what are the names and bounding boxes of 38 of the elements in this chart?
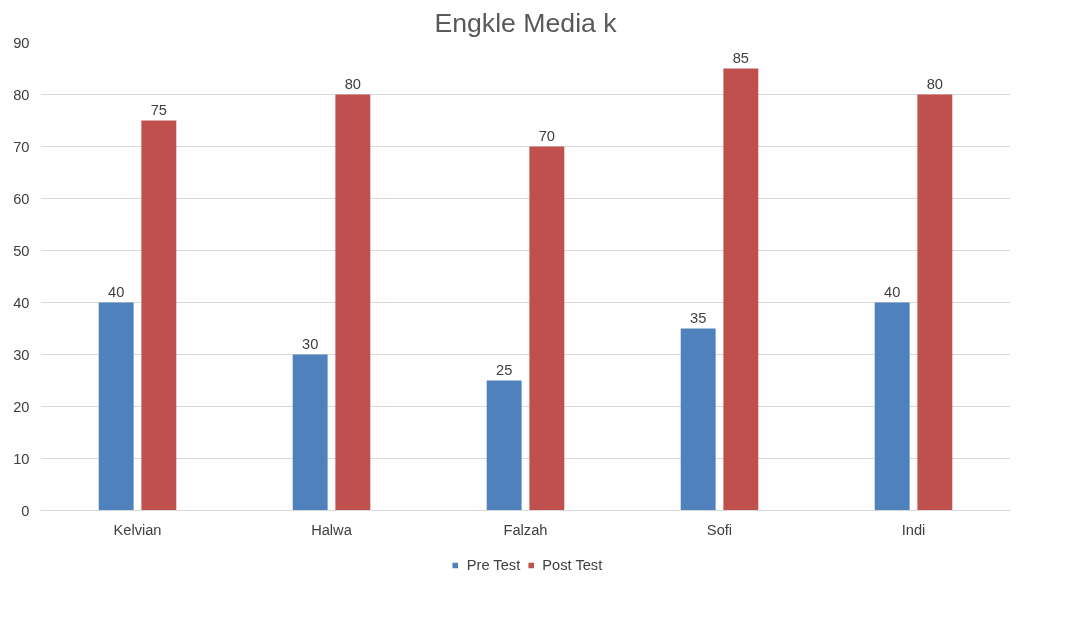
y-tick-label: 10 xyxy=(13,450,30,467)
data-label: 70 xyxy=(538,127,555,144)
data-label: 40 xyxy=(884,283,901,300)
data-label: 80 xyxy=(344,75,361,92)
y-tick-label: 0 xyxy=(21,502,30,519)
y-tick-label: 90 xyxy=(13,34,30,51)
y-tick-label: 70 xyxy=(13,138,30,155)
chart-title: Engkle Media k xyxy=(434,7,618,38)
legend-label: Pre Test xyxy=(466,557,521,573)
data-label: 25 xyxy=(496,361,513,378)
x-tick-label: Halwa xyxy=(311,521,353,538)
y-tick-label: 60 xyxy=(13,190,30,207)
x-tick-label: Falzah xyxy=(503,521,548,538)
bar xyxy=(529,146,565,511)
bar xyxy=(292,354,328,511)
bar xyxy=(486,380,522,511)
data-label: 40 xyxy=(108,283,125,300)
bar xyxy=(723,68,759,511)
y-tick-label: 80 xyxy=(13,86,30,103)
data-label: 80 xyxy=(926,75,943,92)
y-tick-label: 20 xyxy=(13,398,30,415)
bar xyxy=(98,302,134,511)
bar xyxy=(141,120,177,511)
bar xyxy=(335,94,371,511)
x-tick-label: Sofi xyxy=(706,521,733,538)
y-tick-label: 50 xyxy=(13,242,30,259)
data-label: 35 xyxy=(690,309,707,326)
bar xyxy=(874,302,910,511)
data-label: 30 xyxy=(302,335,319,352)
y-tick-label: 40 xyxy=(13,294,30,311)
data-label: 75 xyxy=(150,101,167,118)
data-label: 85 xyxy=(732,49,749,66)
legend-label: Post Test xyxy=(542,557,603,573)
x-tick-label: Indi xyxy=(901,521,926,538)
x-tick-label: Kelvian xyxy=(113,521,162,538)
bar xyxy=(917,94,953,511)
bar xyxy=(680,328,716,511)
y-tick-label: 30 xyxy=(13,346,30,363)
